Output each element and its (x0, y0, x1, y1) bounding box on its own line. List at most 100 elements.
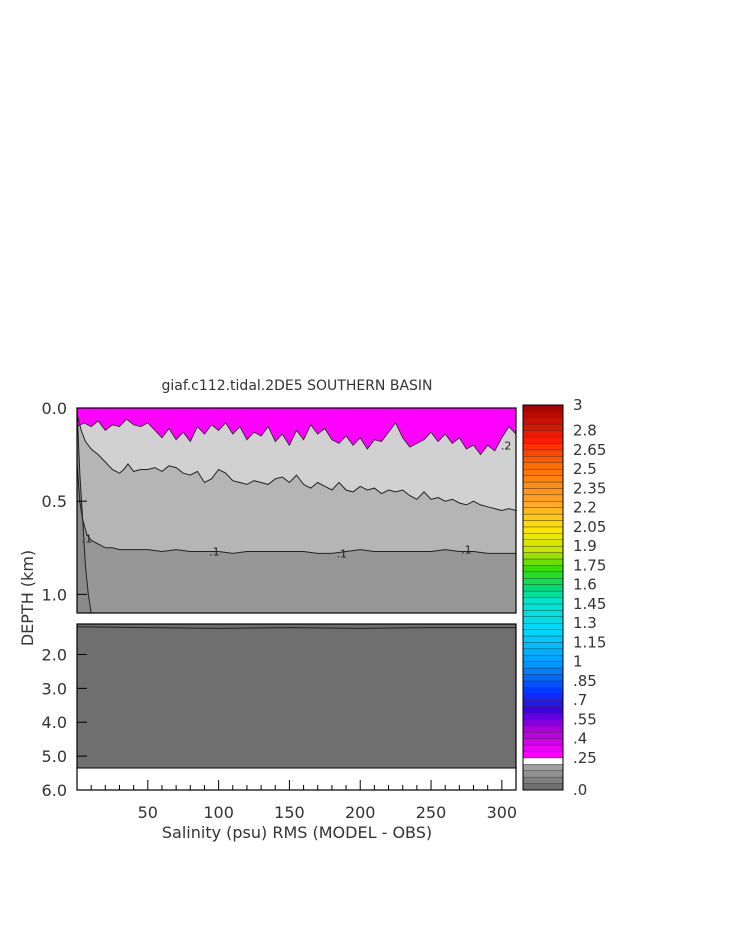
colorbar-swatch (522, 436, 564, 444)
colorbar-label: 3 (573, 396, 583, 414)
colorbar-swatch (522, 443, 564, 451)
colorbar-label: 1.9 (573, 537, 597, 555)
colorbar-swatch (522, 712, 564, 720)
colorbar-swatch (522, 655, 564, 662)
contour-line-0.1 (76, 463, 516, 554)
upper-panel: .1 .1 .1 .1 .2 0.0 0.5 1.0 (42, 399, 517, 614)
x-tick-label: 100 (203, 803, 234, 822)
y-tick-label: 1.0 (42, 585, 67, 604)
colorbar-frame (522, 404, 564, 791)
colorbar-swatch (522, 590, 564, 598)
colorbar-swatch (522, 513, 564, 521)
contour-line-0.05 (76, 407, 92, 614)
x-axis-label: Salinity (psu) RMS (MODEL - OBS) (162, 823, 432, 842)
colorbar-swatch (522, 430, 564, 438)
colorbar-swatch (522, 558, 564, 566)
band-0-0.05 (77, 408, 92, 613)
contour-label: .1 (461, 544, 472, 557)
colorbar-label: 2.65 (573, 441, 606, 459)
x-axis: 50 100 150 200 250 300 (90, 780, 517, 822)
colorbar-swatch (522, 719, 564, 727)
colorbar-swatch (522, 783, 564, 791)
lower-panel-frame (76, 623, 517, 791)
y-tick-label: 2.0 (42, 645, 67, 664)
colorbar-swatch (522, 578, 564, 585)
colorbar-label: 2.5 (573, 460, 597, 478)
band-above-0.25 (76, 407, 517, 456)
colorbar-swatch (522, 481, 564, 489)
colorbar-swatch (522, 462, 564, 470)
colorbar-swatch (522, 526, 564, 534)
colorbar-swatch (522, 488, 564, 496)
colorbar-swatch (522, 635, 564, 643)
colorbar-label: 2.8 (573, 422, 597, 440)
colorbar-swatch (522, 764, 564, 771)
colorbar-swatch (522, 411, 564, 419)
colorbar-swatch (522, 674, 564, 682)
colorbar-swatch (522, 597, 564, 605)
colorbar-swatch (522, 539, 564, 547)
x-tick-label: 50 (138, 803, 158, 822)
colorbar-swatch (522, 770, 564, 778)
colorbar-swatch (522, 699, 564, 707)
colorbar-swatch (522, 776, 564, 784)
colorbar-label: 1 (573, 653, 583, 671)
colorbar-swatch (522, 738, 564, 746)
contour-label: .1 (82, 532, 93, 545)
colorbar-swatch (522, 616, 564, 624)
colorbar-label: 1.6 (573, 576, 597, 594)
x-tick-label: 250 (416, 803, 447, 822)
colorbar-label: 1.75 (573, 556, 606, 574)
y-tick-label: 6.0 (42, 781, 67, 800)
colorbar-swatch (522, 706, 564, 714)
colorbar-swatch (522, 456, 564, 463)
colorbar-swatch (522, 584, 564, 592)
colorbar-swatch (522, 565, 564, 573)
colorbar-label: .7 (573, 691, 587, 709)
contour-line-0.2 (76, 413, 517, 512)
colorbar-swatch (522, 667, 564, 675)
colorbar-swatch (522, 732, 564, 739)
colorbar-swatch (522, 449, 564, 457)
colorbar-swatch (522, 494, 564, 502)
deep-contour-line (76, 626, 516, 629)
colorbar-swatch (522, 661, 564, 669)
band-0.05-0.1 (77, 463, 516, 613)
colorbar-swatch (522, 744, 564, 752)
contour-label: .1 (209, 546, 220, 559)
colorbar-swatch (522, 552, 564, 560)
colorbar-swatch (522, 424, 564, 431)
colorbar-swatch (522, 725, 564, 733)
colorbar-label: 1.3 (573, 614, 597, 632)
colorbar-swatch (522, 629, 564, 637)
colorbar-swatch (522, 680, 564, 688)
colorbar-swatch (522, 648, 564, 656)
y-tick-label: 5.0 (42, 747, 67, 766)
band-deep-0-0.05 (77, 624, 516, 768)
colorbar-label: 2.05 (573, 518, 606, 536)
colorbar-swatch (522, 475, 564, 483)
colorbar-swatch (522, 622, 564, 630)
colorbar-swatch (522, 520, 564, 528)
colorbar-swatch (522, 404, 564, 412)
contour-label: .2 (501, 439, 512, 452)
colorbar-swatch (522, 501, 564, 508)
colorbar-label: .0 (573, 781, 587, 799)
colorbar-swatch (522, 610, 564, 617)
colorbar-label: 2.35 (573, 479, 606, 497)
colorbar-label: .25 (573, 749, 597, 767)
contour-label: .1 (337, 547, 348, 560)
colorbar-label: 1.15 (573, 633, 606, 651)
colorbar-swatch (522, 693, 564, 701)
colorbar: 32.82.652.52.352.22.051.91.751.61.451.31… (522, 396, 606, 799)
colorbar-label: .4 (573, 730, 587, 748)
y-tick-label: 0.5 (42, 492, 67, 511)
y-tick-label: 3.0 (42, 679, 67, 698)
colorbar-swatch (522, 507, 564, 515)
y-axis-label: DEPTH (km) (18, 550, 37, 646)
y-tick-label: 0.0 (42, 399, 67, 418)
colorbar-label: 2.2 (573, 499, 597, 517)
colorbar-swatch (522, 687, 564, 694)
colorbar-swatch (522, 642, 564, 650)
